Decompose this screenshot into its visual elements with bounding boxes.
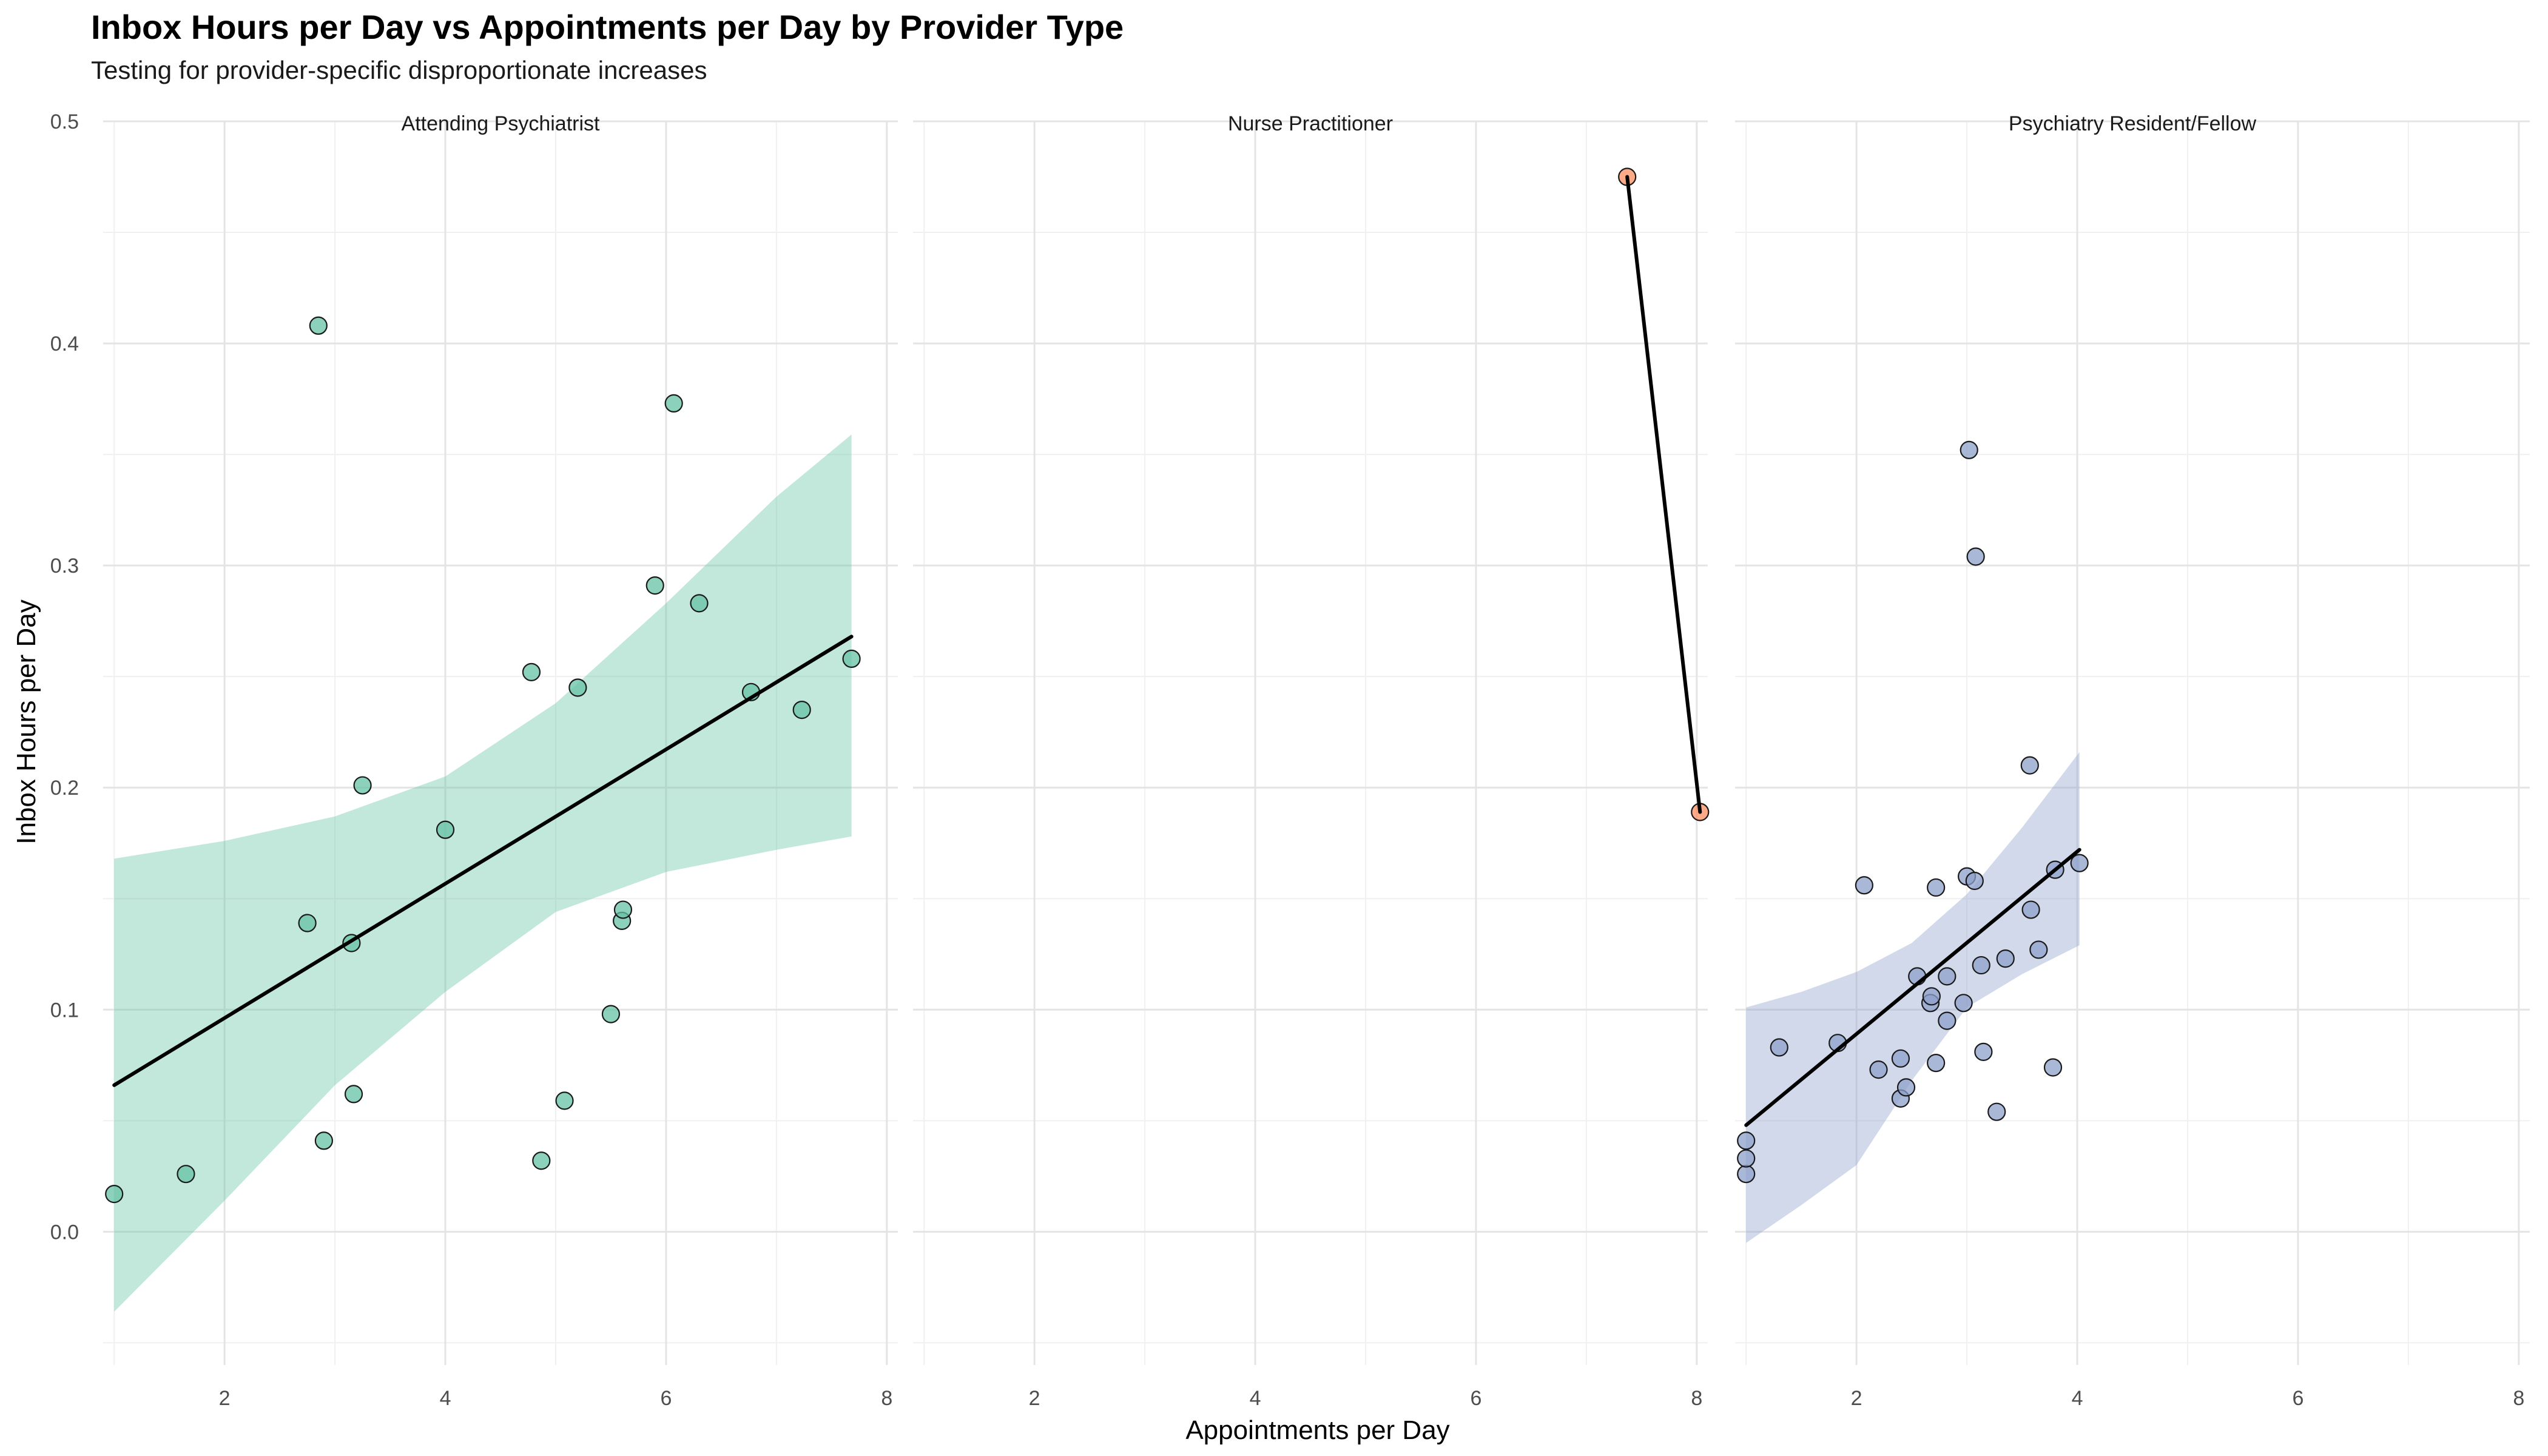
data-point [353, 776, 372, 795]
data-point [1960, 440, 1978, 459]
x-tick-label: 6 [1470, 1387, 1481, 1410]
regression-line [112, 635, 854, 1087]
confidence-band [114, 434, 852, 1312]
data-point [690, 594, 709, 613]
data-point [1896, 1078, 1916, 1097]
data-point [298, 914, 317, 932]
y-tick-label: 0.2 [50, 777, 79, 800]
data-point [2029, 940, 2048, 959]
data-point [436, 820, 455, 839]
y-tick-label: 0.1 [50, 999, 79, 1022]
facet-label: Nurse Practitioner [1228, 112, 1393, 135]
x-tick-label: 4 [440, 1387, 451, 1410]
y-axis-title: Inbox Hours per Day [12, 599, 41, 844]
y-tick-label: 0.5 [50, 110, 79, 133]
chart-subtitle: Testing for provider-specific disproport… [91, 56, 707, 84]
x-tick-label: 6 [660, 1387, 672, 1410]
data-point [555, 1091, 574, 1110]
regression-line [1625, 175, 1702, 814]
data-point [1737, 1131, 1756, 1150]
facet-panel-0: Attending Psychiatrist 2 4 6 8 0.0 0.1 0.2 0.3 0.… [50, 110, 898, 1410]
x-tick-label: 4 [1250, 1387, 1261, 1410]
data-point [2043, 1058, 2063, 1077]
data-point [664, 394, 683, 413]
x-tick-label: 2 [219, 1387, 231, 1410]
data-point [792, 700, 811, 720]
data-point [1938, 967, 1956, 986]
data-point [1954, 994, 1973, 1013]
facet-panel-2: Psychiatry Resident/Fellow 2 4 6 8 [1735, 112, 2530, 1410]
facet-panel-1: Nurse Practitioner 2 4 6 8 [913, 112, 1710, 1410]
data-point [842, 649, 861, 668]
x-tick-label: 4 [2072, 1387, 2083, 1410]
x-tick-label: 2 [1029, 1387, 1040, 1410]
data-point [522, 662, 541, 681]
data-point [613, 900, 633, 919]
data-point [1922, 987, 1941, 1006]
data-point [1987, 1102, 2006, 1121]
x-axis-title: Appointments per Day [1185, 1415, 1449, 1445]
y-tick-label: 0.3 [50, 554, 79, 578]
data-point [2021, 900, 2040, 919]
data-point [177, 1165, 195, 1184]
data-point [344, 1085, 363, 1104]
data-point [1770, 1038, 1788, 1057]
data-point [309, 316, 328, 335]
facet-label: Attending Psychiatrist [402, 112, 600, 135]
data-point [1972, 956, 1990, 975]
data-point [1927, 1054, 1946, 1073]
data-point [1965, 871, 1984, 891]
x-tick-label: 6 [2292, 1387, 2304, 1410]
data-point [1737, 1165, 1756, 1184]
facet-label: Psychiatry Resident/Fellow [2009, 112, 2257, 135]
data-point [1938, 1011, 1956, 1030]
data-point [105, 1185, 124, 1204]
data-point [568, 678, 587, 697]
data-point [1974, 1042, 1993, 1061]
y-tick-label: 0.4 [50, 332, 79, 356]
data-point [532, 1151, 551, 1170]
confidence-band [1746, 752, 2080, 1243]
x-tick-label: 2 [1851, 1387, 1862, 1410]
data-point [2020, 756, 2039, 775]
chart-title: Inbox Hours per Day vs Appointments per … [91, 8, 1124, 46]
data-point [601, 1005, 621, 1023]
data-point [1996, 949, 2015, 968]
data-point [1855, 876, 1873, 895]
data-point [2070, 854, 2089, 872]
data-point [1891, 1049, 1910, 1068]
y-tick-label: 0.0 [50, 1221, 79, 1244]
regression-line [1744, 848, 2081, 1127]
x-tick-label: 8 [2513, 1387, 2524, 1410]
x-tick-label: 8 [1691, 1387, 1702, 1410]
data-point [645, 576, 664, 595]
data-point [1869, 1060, 1888, 1079]
x-tick-label: 8 [881, 1387, 892, 1410]
data-point [1737, 1149, 1756, 1168]
data-point [314, 1131, 333, 1150]
data-point [1927, 878, 1946, 897]
data-point [1966, 547, 1985, 566]
